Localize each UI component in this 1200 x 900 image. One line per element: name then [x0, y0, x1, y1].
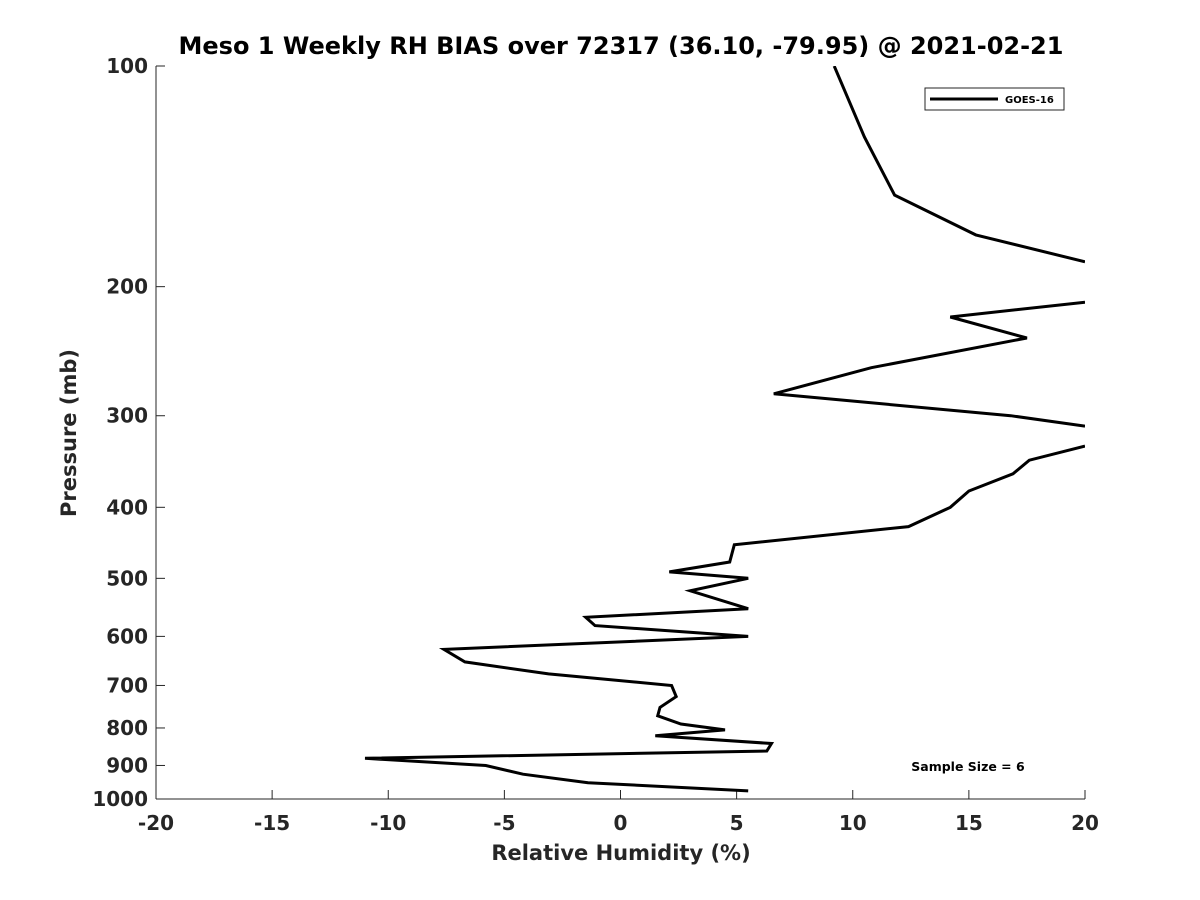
y-tick-label: 1000 [92, 787, 148, 811]
y-tick-label: 400 [106, 495, 148, 519]
y-tick-label: 800 [106, 716, 148, 740]
series-layer [364, 66, 1085, 793]
legend-label-goes-16: GOES-16 [1005, 95, 1054, 106]
axes-frame [155, 66, 1085, 800]
x-ticks: -20 -15 -10 -5 0 5 10 15 20 [138, 790, 1099, 835]
y-tick-label: 600 [106, 624, 148, 648]
x-tick-label: -10 [370, 811, 406, 835]
y-tick-label: 100 [106, 54, 148, 78]
x-tick-label: 0 [614, 811, 628, 835]
x-tick-label: 5 [730, 811, 744, 835]
y-tick-label: 200 [106, 275, 148, 299]
y-tick-label: 300 [106, 404, 148, 428]
y-tick-label: 700 [106, 673, 148, 697]
chart-title: Meso 1 Weekly RH BIAS over 72317 (36.10,… [179, 32, 1064, 60]
y-ticks: 100 200 300 400 500 600 700 800 900 1000 [92, 54, 165, 811]
x-axis-label: Relative Humidity (%) [491, 841, 750, 865]
sample-size-annotation: Sample Size = 6 [911, 759, 1025, 774]
series-line-goes-16 [364, 66, 1085, 793]
legend: GOES-16 [924, 87, 1065, 111]
y-tick-label: 500 [106, 566, 148, 590]
x-tick-label: 10 [839, 811, 867, 835]
y-axis-label: Pressure (mb) [57, 349, 81, 517]
x-tick-label: 15 [955, 811, 983, 835]
x-tick-label: -15 [254, 811, 290, 835]
y-tick-label: 900 [106, 753, 148, 777]
x-tick-label: 20 [1071, 811, 1099, 835]
x-tick-label: -5 [493, 811, 515, 835]
x-tick-label: -20 [138, 811, 174, 835]
